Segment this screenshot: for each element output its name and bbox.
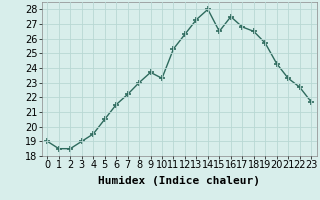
- X-axis label: Humidex (Indice chaleur): Humidex (Indice chaleur): [98, 176, 260, 186]
